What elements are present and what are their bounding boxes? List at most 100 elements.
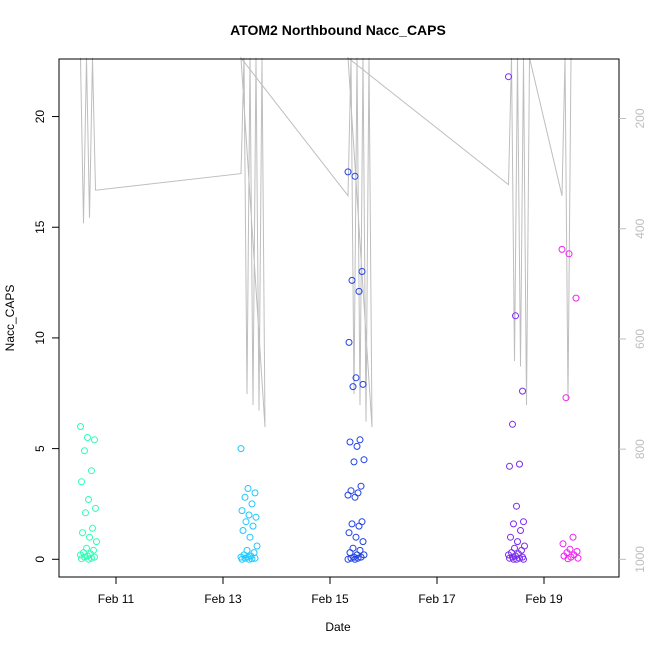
- y-axis: 0 5 10 15 20: [33, 110, 59, 563]
- data-point-3-23: [513, 555, 520, 563]
- data-point-4-2: [572, 294, 580, 302]
- data-point-3-9: [517, 527, 524, 534]
- secondary-line-layer: [80, 56, 572, 428]
- data-point-2-17: [344, 491, 352, 499]
- data-point-0-18: [84, 552, 91, 560]
- data-point-0-0: [77, 423, 84, 430]
- data-point-4-1: [565, 250, 573, 258]
- y2-tick-label: 1000: [633, 546, 647, 573]
- data-point-3-2: [519, 387, 526, 395]
- data-point-2-15: [347, 487, 355, 495]
- y-tick-label: 5: [33, 445, 47, 452]
- data-point-0-9: [89, 524, 96, 532]
- data-point-4-0: [558, 245, 566, 253]
- data-point-3-8: [510, 520, 517, 528]
- data-point-2-21: [355, 522, 363, 530]
- data-point-3-22: [506, 554, 513, 562]
- data-point-2-20: [348, 520, 356, 528]
- data-point-1-0: [237, 445, 245, 453]
- data-point-0-11: [86, 533, 93, 541]
- data-point-1-12: [253, 542, 261, 550]
- data-point-1-5: [238, 507, 246, 515]
- data-point-3-6: [513, 502, 520, 510]
- data-point-2-5: [345, 338, 353, 346]
- data-point-3-24: [520, 555, 527, 563]
- x-axis: Feb 11 Feb 13 Feb 15 Feb 17 Feb 19: [98, 577, 563, 606]
- data-point-0-19: [91, 553, 98, 561]
- data-point-1-9: [249, 522, 257, 530]
- data-point-4-4: [569, 533, 577, 541]
- data-point-2-19: [358, 518, 366, 526]
- y2-tick-label: 600: [633, 329, 647, 349]
- data-point-0-21: [88, 554, 95, 562]
- data-point-1-1: [244, 485, 252, 492]
- data-point-2-7: [359, 380, 367, 388]
- secondary-line: [80, 56, 572, 428]
- data-point-1-4: [248, 500, 256, 508]
- data-point-3-3: [509, 420, 516, 428]
- data-point-3-13: [511, 544, 518, 552]
- data-point-3-17: [505, 551, 512, 559]
- data-point-2-8: [349, 383, 357, 391]
- data-point-0-13: [83, 544, 90, 552]
- x-tick-label: Feb 13: [204, 592, 242, 606]
- data-point-1-21: [248, 555, 256, 563]
- data-point-0-1: [84, 434, 91, 441]
- y2-tick-label: 800: [633, 439, 647, 459]
- y-tick-label: 0: [33, 556, 47, 563]
- x-tick-label: Feb 15: [311, 592, 349, 606]
- data-point-2-3: [348, 276, 356, 284]
- data-point-3-1: [512, 312, 519, 320]
- y-tick-label: 20: [33, 110, 47, 124]
- data-point-2-12: [360, 456, 368, 464]
- data-point-2-23: [352, 533, 360, 541]
- data-point-0-2: [91, 436, 98, 444]
- data-point-0-6: [85, 496, 92, 503]
- y2-tick-label: 400: [633, 218, 647, 238]
- data-point-4-13: [564, 555, 572, 563]
- plot-frame: [58, 58, 620, 578]
- data-point-1-2: [251, 489, 259, 497]
- data-point-2-6: [352, 374, 360, 382]
- data-point-0-22: [78, 555, 85, 563]
- data-point-0-5: [78, 478, 85, 486]
- data-point-4-3: [562, 394, 570, 402]
- data-point-1-10: [239, 527, 247, 534]
- data-point-0-8: [82, 509, 89, 517]
- data-point-2-10: [346, 438, 354, 446]
- data-point-1-6: [245, 511, 253, 519]
- data-point-2-25: [349, 544, 357, 552]
- data-point-2-18: [351, 493, 359, 501]
- data-point-2-35: [351, 555, 359, 563]
- secondary-y-axis: 200 400 600 800 1000: [619, 108, 647, 573]
- data-point-2-0: [344, 168, 352, 176]
- data-point-2-13: [350, 458, 358, 466]
- data-point-1-8: [242, 518, 250, 526]
- chart-title: ATOM2 Northbound Nacc_CAPS: [230, 22, 446, 38]
- data-point-0-23: [85, 555, 92, 563]
- data-point-2-14: [357, 482, 365, 490]
- data-point-3-10: [507, 533, 514, 541]
- data-point-1-20: [241, 554, 249, 562]
- data-point-3-25: [510, 555, 517, 563]
- data-point-2-4: [355, 287, 363, 295]
- data-point-0-17: [77, 551, 84, 559]
- data-point-2-24: [359, 538, 367, 546]
- data-point-1-22: [238, 555, 246, 563]
- data-point-2-9: [356, 436, 364, 444]
- y-axis-label: Nacc_CAPS: [3, 285, 17, 352]
- scatter-points: [77, 73, 582, 563]
- data-point-2-11: [353, 442, 361, 450]
- x-axis-label: Date: [325, 620, 351, 634]
- y-tick-label: 15: [33, 220, 47, 234]
- data-point-2-31: [357, 553, 365, 561]
- data-point-0-3: [81, 447, 88, 455]
- data-point-2-16: [354, 489, 362, 497]
- data-point-4-12: [574, 554, 582, 562]
- data-point-4-5: [559, 540, 567, 548]
- data-point-1-3: [241, 493, 249, 501]
- data-point-2-1: [351, 172, 359, 180]
- data-point-2-2: [358, 268, 366, 275]
- data-point-3-4: [516, 460, 523, 468]
